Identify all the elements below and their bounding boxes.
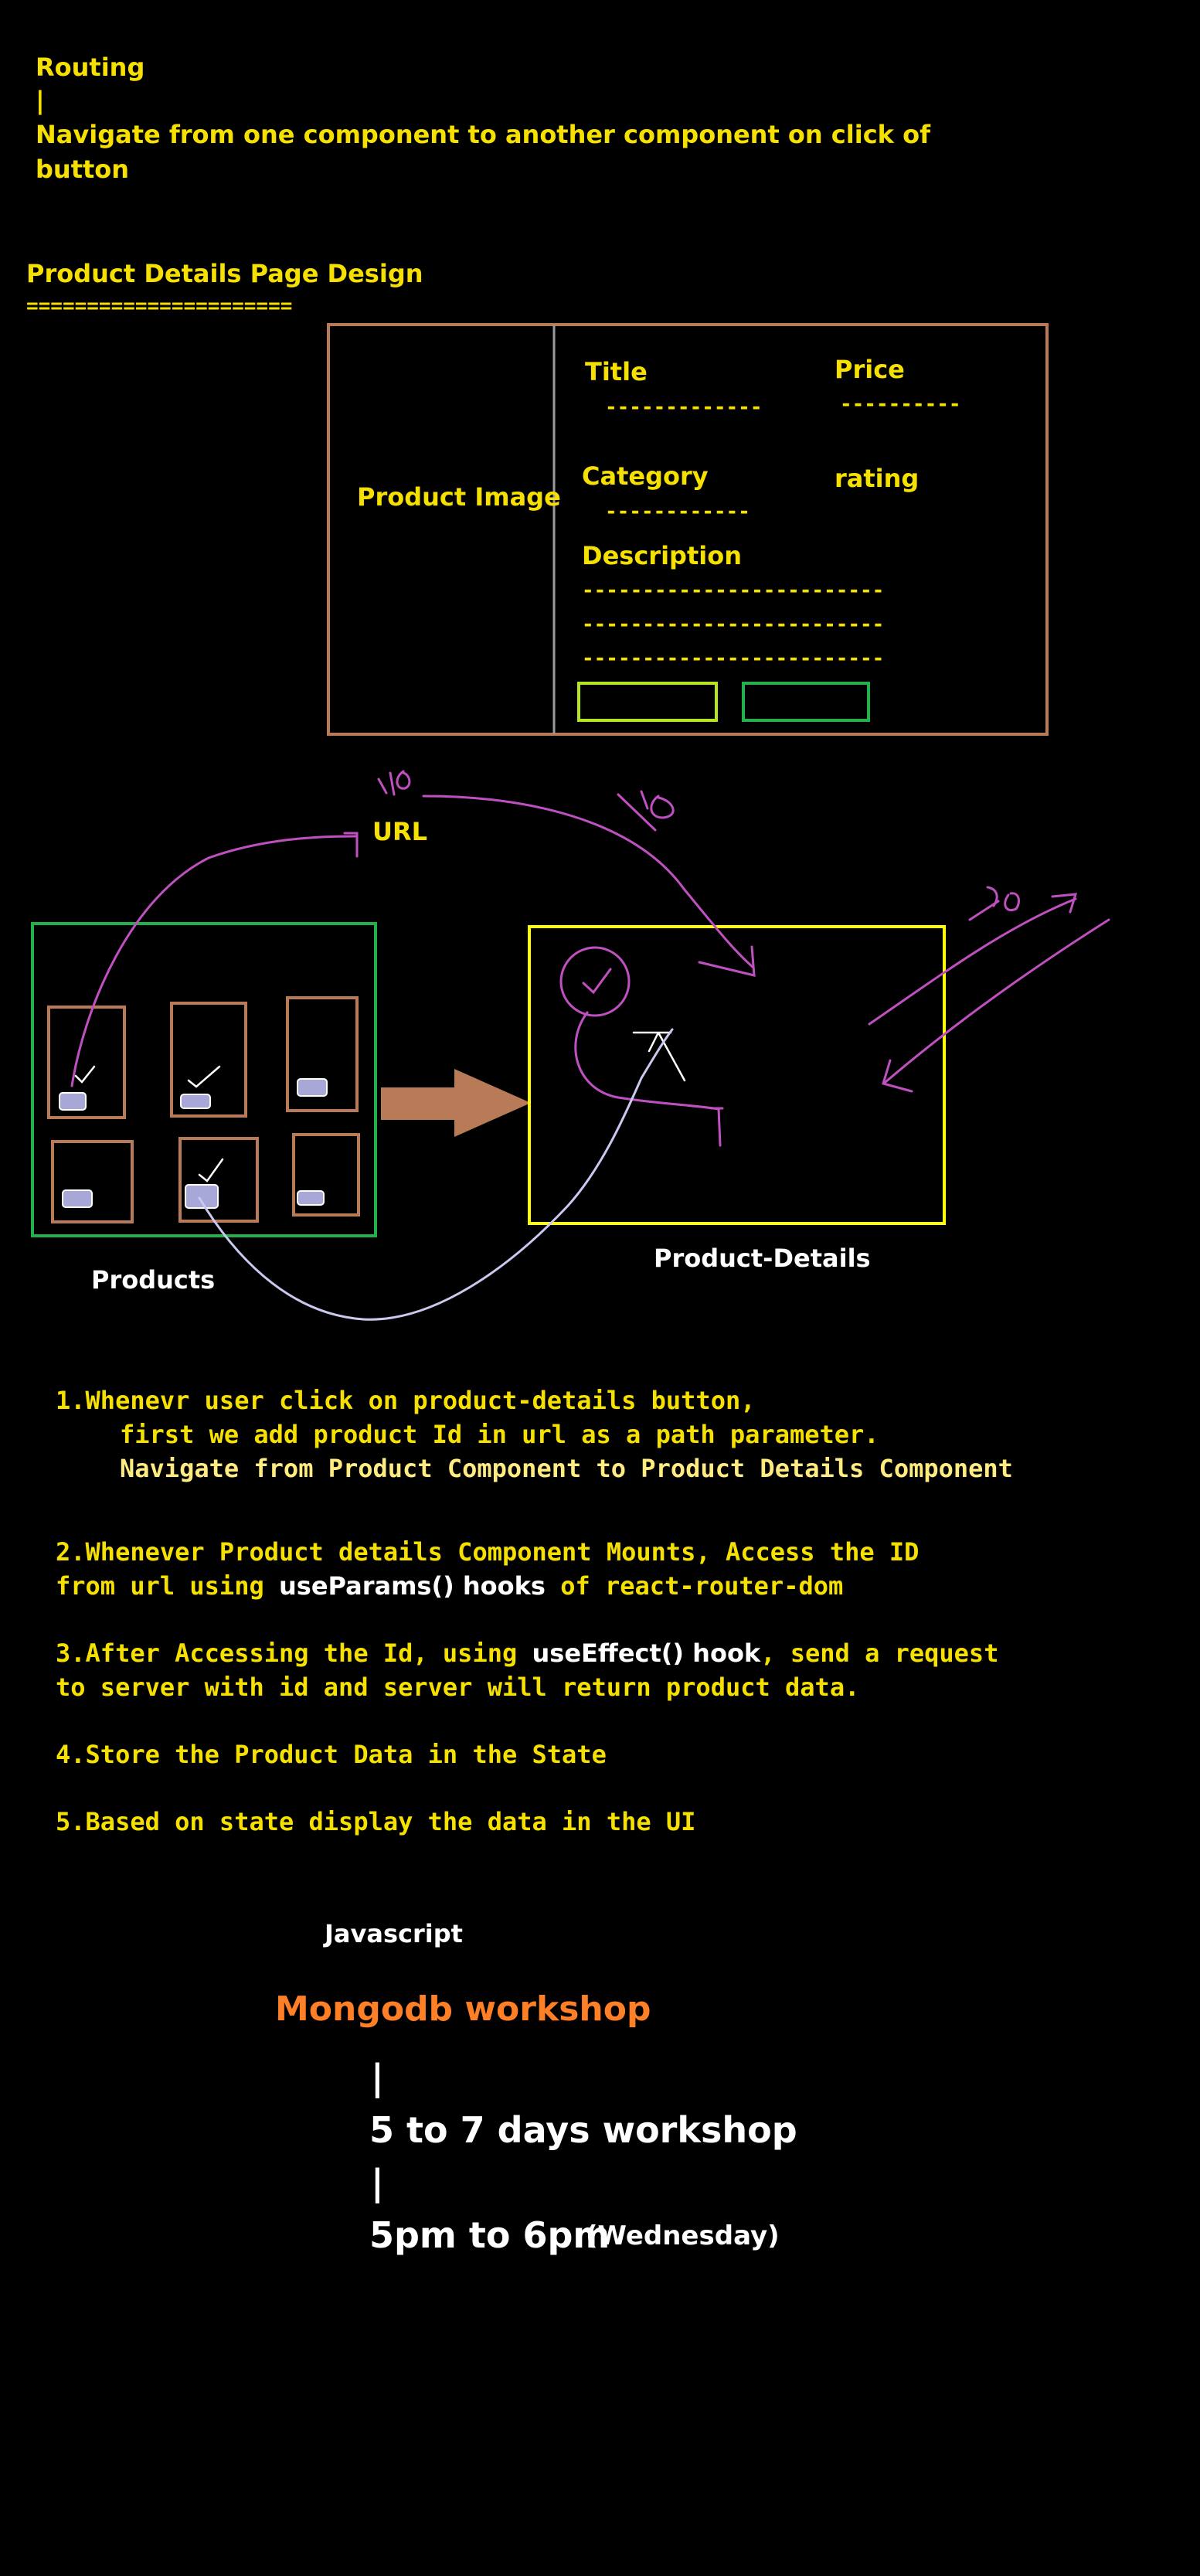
id-scribble-3 (968, 886, 1020, 921)
workshop-pipe-2: | (371, 2162, 384, 2203)
url-arrowhead (343, 832, 359, 858)
step-5: 5.Based on state display the data in the… (56, 1807, 696, 1836)
step-3-text-end: , send a request (760, 1638, 999, 1668)
notes-pipe: | (36, 86, 45, 115)
id-scribble-2 (617, 790, 675, 832)
product-tile (292, 1133, 360, 1217)
products-label: Products (91, 1265, 216, 1295)
step-2-text: from url using (56, 1571, 279, 1601)
url-label: URL (372, 817, 428, 846)
tile-to-details-curve (198, 1028, 674, 1321)
checkmark (198, 1158, 224, 1183)
design-underline: ====================== (26, 294, 293, 318)
card-button-2 (742, 682, 870, 722)
tile-buttons (59, 1078, 328, 1209)
url-to-details-arrow (422, 795, 755, 969)
step-1-line-1: 1.Whenevr user click on product-details … (56, 1386, 756, 1415)
details-arrowhead (698, 945, 756, 977)
step-3-line-2: to server with id and server will return… (56, 1673, 860, 1702)
product-tile (47, 1006, 126, 1119)
step-2-hook: useParams() hooks (278, 1571, 546, 1601)
card-title-dash: ------------- (605, 396, 763, 419)
product-card-frame (327, 323, 1049, 736)
javascript-label: Javascript (325, 1919, 463, 1948)
step-3-text: 3.After Accessing the Id, using (56, 1638, 532, 1668)
step-2-line-1: 2.Whenever Product details Component Mou… (56, 1537, 920, 1567)
tile-checkmarks (74, 1065, 224, 1183)
step-2-line-2: from url using useParams() hooks of reac… (56, 1569, 843, 1603)
workshop-day: (Wednesday) (586, 2220, 780, 2251)
notes-line-1: Navigate from one component to another c… (36, 120, 930, 149)
card-desc-line: ------------------------- (582, 579, 885, 602)
design-title: Product Details Page Design (26, 259, 423, 288)
card-desc-line: ------------------------- (582, 647, 885, 670)
outgoing-arrowhead (882, 1059, 913, 1093)
workshop-duration: 5 to 7 days workshop (369, 2109, 797, 2151)
step-1-line-3: Navigate from Product Component to Produ… (120, 1454, 1013, 1483)
sketch-check (582, 968, 612, 995)
card-price-dash: ---------- (840, 393, 961, 416)
notes-heading: Routing (36, 53, 145, 82)
card-title-label: Title (585, 357, 648, 386)
workshop-title: Mongodb workshop (275, 1989, 651, 2029)
id-scribble-1 (377, 770, 411, 796)
checkmark (187, 1065, 221, 1088)
workshop-time: 5pm to 6pm (369, 2214, 610, 2256)
navigate-arrow (381, 1069, 531, 1137)
tile-button (62, 1189, 93, 1208)
card-rating-label: rating (835, 464, 920, 493)
step-4: 4.Store the Product Data in the State (56, 1740, 607, 1769)
card-category-label: Category (582, 461, 709, 491)
incoming-arrow (868, 897, 1077, 1026)
sketch-head (559, 946, 631, 1017)
card-button-1 (577, 682, 718, 722)
tile-button (297, 1190, 325, 1206)
tile-button (59, 1092, 87, 1111)
product-tile (286, 996, 359, 1112)
tile-to-url-arrow (70, 835, 357, 1087)
card-image-label: Product Image (357, 482, 561, 512)
details-sketch (559, 946, 724, 1147)
step-3-hook: useEffect() hook (532, 1638, 761, 1668)
details-t-mark (632, 1031, 686, 1082)
card-desc-line: ------------------------- (582, 613, 885, 636)
product-details-box (528, 925, 946, 1225)
product-details-label: Product-Details (654, 1244, 871, 1273)
product-tile (170, 1002, 247, 1118)
card-description-label: Description (582, 541, 742, 570)
workshop-pipe-1: | (371, 2057, 384, 2098)
step-1-line-2: first we add product Id in url as a path… (120, 1420, 879, 1449)
outgoing-arrow (884, 918, 1110, 1084)
sketch-body (574, 1011, 720, 1111)
card-price-label: Price (835, 355, 905, 384)
product-tile (51, 1140, 134, 1223)
incoming-arrowhead (1051, 893, 1078, 914)
url-flow-arrows (70, 770, 1110, 1093)
tile-button (185, 1184, 219, 1209)
sketch-tick (709, 1107, 724, 1147)
t-mark (632, 1031, 686, 1082)
products-box (31, 922, 377, 1237)
step-2-text-end: of react-router-dom (545, 1571, 844, 1601)
tile-button (297, 1078, 328, 1097)
notes-line-2: button (36, 155, 130, 184)
checkmark (74, 1065, 96, 1084)
product-tile (178, 1137, 259, 1223)
step-3-line-1: 3.After Accessing the Id, using useEffec… (56, 1636, 998, 1670)
product-tiles (47, 996, 360, 1223)
tile-button (180, 1094, 211, 1109)
card-category-dash: ------------ (605, 500, 750, 523)
